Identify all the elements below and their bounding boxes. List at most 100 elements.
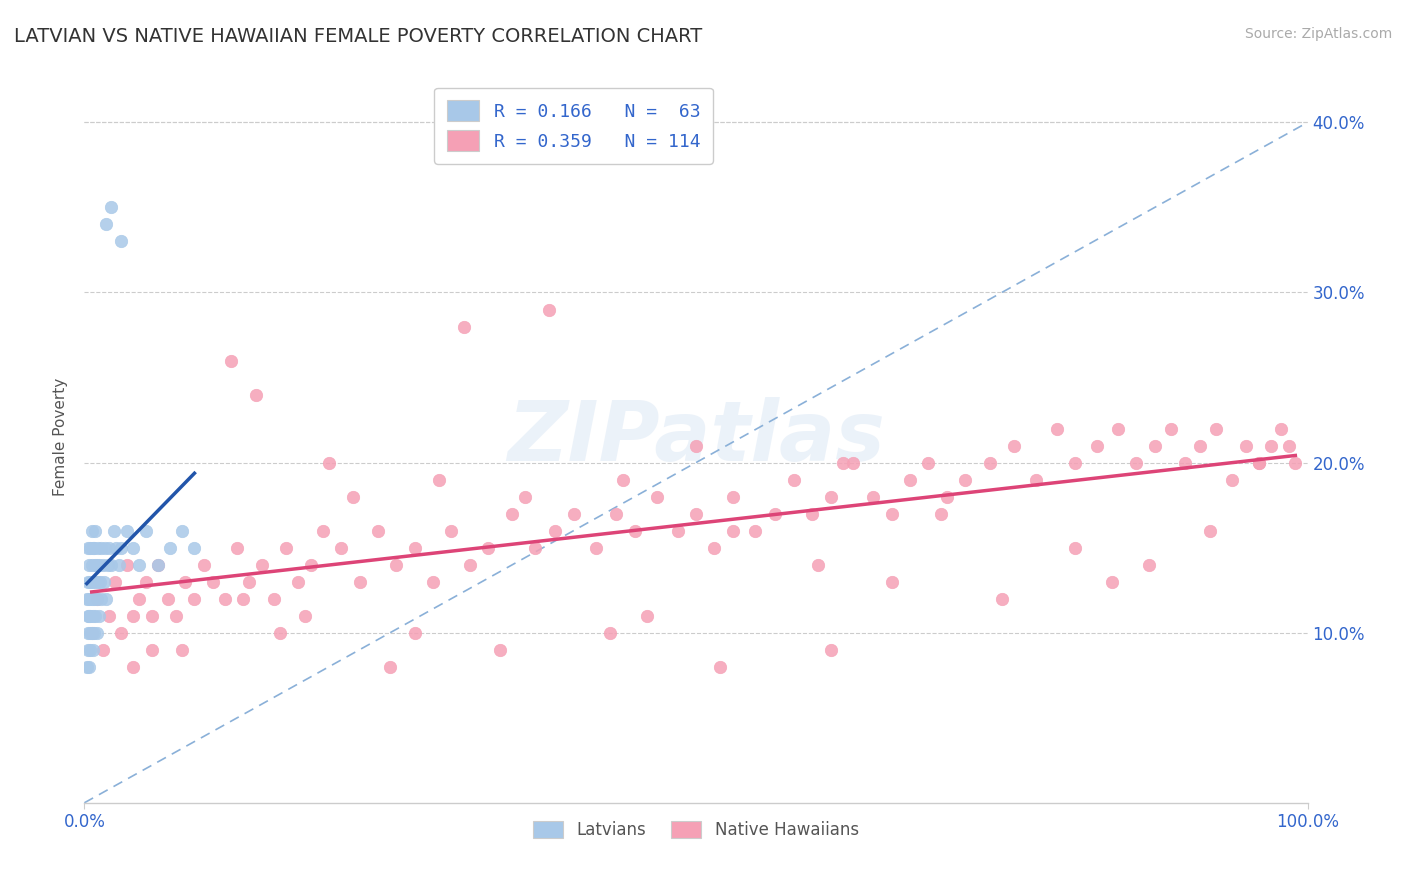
Point <box>1278 439 1301 453</box>
Point <box>1143 439 1166 453</box>
Point <box>100 201 122 215</box>
Point <box>146 558 169 572</box>
Point <box>453 319 475 334</box>
Point <box>269 625 291 640</box>
Point <box>110 235 132 249</box>
Point <box>82 608 104 623</box>
Point <box>96 218 118 232</box>
Point <box>979 456 1001 470</box>
Point <box>86 591 108 606</box>
Point <box>862 490 884 504</box>
Point <box>84 558 107 572</box>
Point <box>79 625 101 640</box>
Point <box>173 574 195 589</box>
Point <box>1064 541 1087 555</box>
Point <box>380 659 402 673</box>
Point <box>299 558 322 572</box>
Point <box>1247 456 1270 470</box>
Point <box>1125 456 1147 470</box>
Point <box>100 558 122 572</box>
Point <box>1107 421 1129 435</box>
Point <box>226 541 249 555</box>
Point <box>1220 473 1243 487</box>
Point <box>104 574 127 589</box>
Point <box>250 558 273 572</box>
Point <box>172 524 194 538</box>
Point <box>458 558 481 572</box>
Point <box>115 558 138 572</box>
Point <box>477 541 499 555</box>
Point <box>165 608 187 623</box>
Point <box>538 302 561 317</box>
Point <box>156 591 179 606</box>
Point <box>1101 574 1123 589</box>
Point <box>820 490 842 504</box>
Point <box>831 456 853 470</box>
Point <box>77 608 100 623</box>
Point <box>1160 421 1182 435</box>
Point <box>122 541 145 555</box>
Point <box>880 574 903 589</box>
Point <box>703 541 725 555</box>
Point <box>666 524 689 538</box>
Point <box>294 608 316 623</box>
Point <box>128 591 150 606</box>
Point <box>1260 439 1282 453</box>
Point <box>80 625 103 640</box>
Point <box>122 659 145 673</box>
Point <box>79 541 101 555</box>
Point <box>214 591 236 606</box>
Point <box>562 507 585 521</box>
Point <box>97 608 120 623</box>
Point <box>1064 456 1087 470</box>
Point <box>1174 456 1197 470</box>
Point <box>1236 439 1258 453</box>
Point <box>86 625 108 640</box>
Point <box>1002 439 1025 453</box>
Point <box>110 625 132 640</box>
Point <box>709 659 731 673</box>
Point <box>122 608 145 623</box>
Point <box>953 473 976 487</box>
Point <box>94 541 117 555</box>
Point <box>367 524 389 538</box>
Point <box>898 473 921 487</box>
Point <box>880 507 903 521</box>
Point <box>349 574 371 589</box>
Point <box>502 507 524 521</box>
Point <box>83 574 105 589</box>
Point <box>80 591 103 606</box>
Point <box>80 524 103 538</box>
Point <box>97 558 120 572</box>
Point <box>93 574 115 589</box>
Text: LATVIAN VS NATIVE HAWAIIAN FEMALE POVERTY CORRELATION CHART: LATVIAN VS NATIVE HAWAIIAN FEMALE POVERT… <box>14 27 703 45</box>
Point <box>636 608 658 623</box>
Point <box>599 625 621 640</box>
Legend: Latvians, Native Hawaiians: Latvians, Native Hawaiians <box>526 814 866 846</box>
Point <box>404 625 426 640</box>
Point <box>685 507 707 521</box>
Point <box>141 642 163 657</box>
Point <box>245 387 267 401</box>
Point <box>1137 558 1160 572</box>
Point <box>935 490 957 504</box>
Point <box>1046 421 1069 435</box>
Point <box>1270 421 1292 435</box>
Point <box>645 490 668 504</box>
Point <box>128 558 150 572</box>
Point <box>624 524 647 538</box>
Point <box>77 558 100 572</box>
Point <box>820 642 842 657</box>
Point <box>96 591 118 606</box>
Point <box>135 574 157 589</box>
Point <box>404 541 426 555</box>
Text: ZIPatlas: ZIPatlas <box>508 397 884 477</box>
Point <box>82 541 104 555</box>
Point <box>744 524 766 538</box>
Point <box>135 524 157 538</box>
Point <box>80 558 103 572</box>
Point <box>107 558 129 572</box>
Point <box>115 524 138 538</box>
Point <box>219 353 242 368</box>
Point <box>685 439 707 453</box>
